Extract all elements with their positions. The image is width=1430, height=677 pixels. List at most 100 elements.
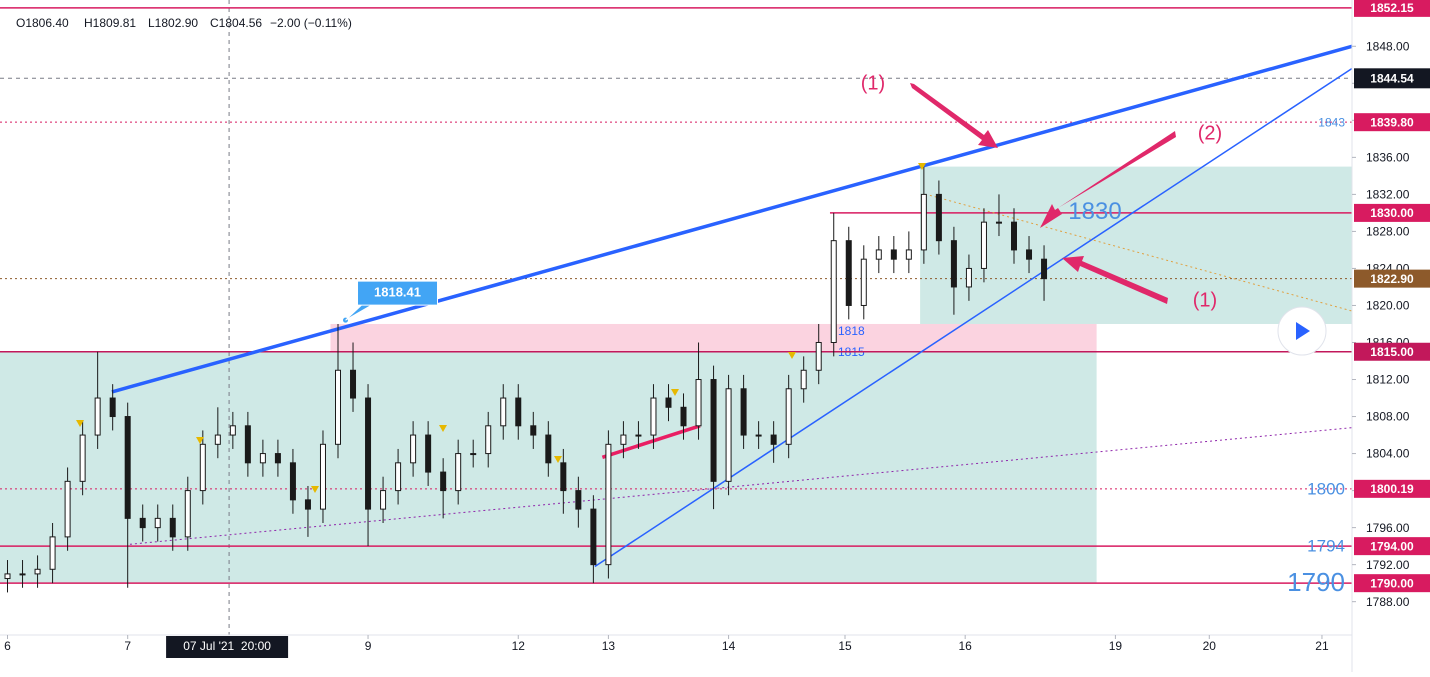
candle-body: [470, 453, 477, 456]
y-tick-label: 1820.00: [1366, 299, 1410, 313]
candle-body: [350, 369, 357, 399]
candle-body: [740, 388, 747, 436]
ohlc-value: −2.00 (−0.11%): [270, 16, 352, 30]
candle-body: [335, 369, 341, 445]
callout-label: 1818.41: [374, 285, 421, 300]
candle-body: [289, 462, 296, 501]
y-tick-label: 1828.00: [1366, 225, 1410, 239]
ohlc-value: L1802.90: [148, 16, 198, 30]
price-box: [1354, 113, 1430, 132]
x-tick-label: 9: [365, 639, 372, 653]
x-tick-label: 16: [958, 639, 972, 653]
crosshair-price-box: [1354, 68, 1430, 89]
level-note: 1794: [1307, 537, 1345, 556]
candle-body: [890, 249, 897, 260]
price-box: [1354, 342, 1430, 361]
candle-body: [680, 406, 687, 427]
price-box-label: 1830.00: [1370, 206, 1414, 220]
candle-body: [229, 425, 236, 436]
candle-body: [1011, 221, 1017, 251]
price-box: [1354, 537, 1430, 556]
candle-body: [605, 443, 612, 566]
candle-body: [169, 517, 176, 538]
candle-body: [274, 453, 281, 464]
candle-body: [950, 240, 957, 288]
candle-body: [455, 453, 462, 492]
candle-body: [695, 379, 702, 427]
candle-body: [425, 434, 432, 473]
x-tick-label: 21: [1315, 639, 1329, 653]
play-icon: [1296, 322, 1310, 340]
x-tick-label: 15: [838, 639, 852, 653]
candle-body: [575, 490, 582, 510]
y-tick-label: 1792.00: [1366, 558, 1410, 572]
candle-body: [800, 369, 807, 390]
x-tick-label: 20: [1203, 639, 1217, 653]
y-tick-label: 1808.00: [1366, 410, 1410, 424]
candle-body: [79, 434, 86, 482]
candle-body: [380, 490, 387, 510]
candle-body: [4, 573, 11, 580]
x-tick-label: 13: [602, 639, 616, 653]
x-tick-label: 6: [4, 639, 11, 653]
price-box-label: 1800.19: [1370, 482, 1414, 496]
ohlc-value: H1809.81: [84, 16, 136, 30]
y-tick-label: 1836.00: [1366, 151, 1410, 165]
candle-body: [259, 453, 266, 464]
candle-body: [440, 471, 447, 492]
candle-body: [109, 397, 116, 418]
trend-line: [594, 67, 1353, 568]
crosshair-time-label: 07 Jul '21 20:00: [183, 639, 271, 653]
price-box-label: 1839.80: [1370, 115, 1414, 129]
y-tick-label: 1832.00: [1366, 188, 1410, 202]
candle-body: [785, 388, 792, 445]
crosshair-time-box: [166, 636, 289, 658]
candle-body: [184, 490, 191, 538]
y-tick-label: 1848.00: [1366, 39, 1410, 53]
candle-body: [139, 517, 146, 529]
candle-body: [485, 425, 492, 455]
candle-body: [845, 240, 852, 306]
candle-body: [830, 240, 837, 343]
callout-box: [345, 280, 439, 321]
candle-body: [725, 388, 732, 482]
candle-body: [905, 249, 912, 260]
candle-body: [1041, 258, 1048, 280]
annotation: (1): [1193, 289, 1217, 311]
candle-body: [875, 249, 882, 260]
y-tick-label: 1812.00: [1366, 373, 1410, 387]
candle-body: [500, 397, 507, 427]
ohlc-value: O1806.40: [16, 16, 69, 30]
candle-body: [650, 397, 657, 436]
candle-body: [935, 193, 942, 242]
x-tick-label: 19: [1109, 639, 1123, 653]
level-note: 1800: [1307, 479, 1345, 498]
zone: [920, 166, 1352, 324]
candle-body: [410, 434, 417, 464]
candle-body: [319, 443, 326, 510]
candle-body: [530, 425, 537, 436]
x-tick-label: 14: [722, 639, 736, 653]
y-tick-label: 1804.00: [1366, 447, 1410, 461]
level-note: 1843: [1318, 115, 1345, 129]
candle-body: [395, 462, 402, 492]
candle-body: [710, 379, 717, 482]
candle-body: [365, 397, 372, 510]
price-axis: [1352, 0, 1430, 672]
price-box-label: 1852.15: [1370, 1, 1414, 15]
price-box: [1354, 203, 1430, 222]
candle-body: [244, 425, 251, 464]
price-box-label: 1822.90: [1370, 272, 1414, 286]
annotation: (1): [861, 72, 885, 94]
candle-body: [815, 341, 822, 371]
price-box: [1354, 574, 1430, 593]
level-note: 1830: [1068, 198, 1121, 225]
annotation: (2): [1198, 122, 1222, 144]
price-box-label: 1790.00: [1370, 576, 1414, 590]
candle-body: [920, 193, 927, 251]
candle-body: [980, 221, 987, 269]
level-note: 1790: [1287, 567, 1345, 597]
